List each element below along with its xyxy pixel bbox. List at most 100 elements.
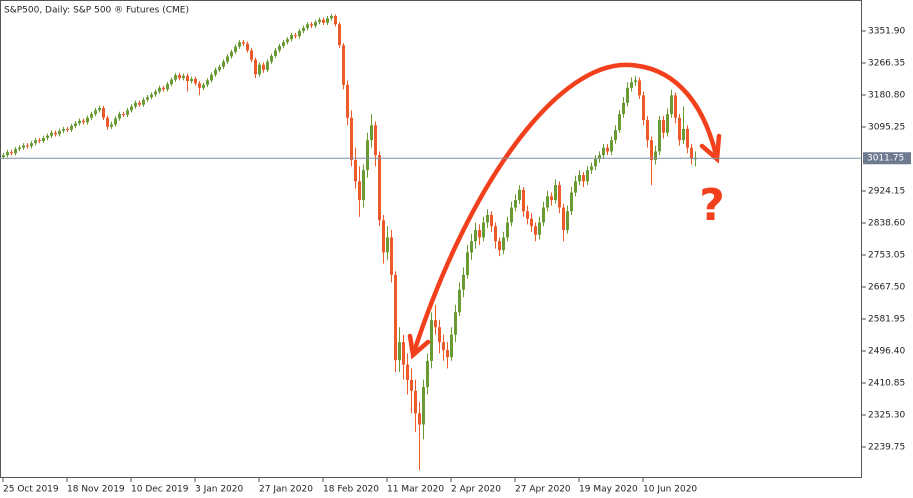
candle-body [634, 80, 637, 83]
y-tick-label: 2496.40 [868, 347, 905, 357]
x-tick-label: 27 Jan 2020 [259, 485, 313, 495]
candle-body [530, 218, 533, 227]
candle-body [122, 114, 125, 116]
candle-body [670, 95, 673, 115]
y-tick-label: 3180.80 [868, 91, 905, 101]
candle-body [514, 200, 517, 208]
candle-body [558, 185, 561, 208]
candle-body [654, 151, 657, 161]
x-tick-label: 10 Dec 2019 [131, 485, 189, 495]
candle-body [366, 140, 369, 171]
chart-title: S&P500, Daily: S&P 500 ® Futures (CME) [4, 6, 189, 16]
candle-body [262, 64, 265, 70]
candle-body [210, 74, 213, 81]
candle-body [502, 237, 505, 251]
candle-body [314, 21, 317, 26]
candle-body [630, 82, 633, 88]
candle-body [58, 130, 61, 135]
candle-body [82, 120, 85, 123]
candle-body [478, 229, 481, 238]
y-tick-label: 2667.50 [868, 283, 905, 293]
candle-body [146, 97, 149, 100]
candle-body [158, 87, 161, 92]
candle-body [690, 147, 693, 159]
candle-body [618, 114, 621, 131]
candle-body [426, 360, 429, 388]
candle-body [570, 192, 573, 212]
candle-body [322, 19, 325, 23]
candle-body [462, 274, 465, 290]
candle-body [402, 342, 405, 365]
candle-body [666, 114, 669, 133]
candle-body [390, 237, 393, 275]
candle-body [450, 334, 453, 358]
candle-body [138, 102, 141, 105]
candle-body [590, 166, 593, 171]
candle-body [78, 120, 81, 124]
candle-body [398, 342, 401, 361]
candle-body [94, 110, 97, 115]
x-tick-label: 2 Apr 2020 [451, 485, 501, 495]
y-tick-label: 2410.85 [868, 379, 905, 389]
candle-body [486, 215, 489, 223]
candle-body [566, 211, 569, 230]
candle-body [602, 147, 605, 156]
candle-body [66, 128, 69, 130]
candle-body [474, 229, 477, 242]
candle-body [338, 24, 341, 46]
candle-body [510, 207, 513, 223]
candle-body [126, 110, 129, 115]
candle-body [382, 220, 385, 253]
candle-body [546, 196, 549, 208]
candle-body [222, 61, 225, 67]
candle-body [406, 364, 409, 380]
y-tick-label: 2753.05 [868, 251, 905, 261]
candle-body [34, 140, 37, 144]
candle-body [270, 56, 273, 62]
candle-body [166, 84, 169, 90]
candle-body [70, 125, 73, 130]
candle-body [110, 124, 113, 127]
candle-body [598, 155, 601, 159]
candle-body [50, 132, 53, 136]
candle-body [102, 108, 105, 118]
candle-body [646, 119, 649, 141]
candle-body [506, 222, 509, 238]
candle-body [346, 84, 349, 118]
x-tick-label: 25 Oct 2019 [3, 485, 59, 495]
x-tick-label: 19 May 2020 [579, 485, 638, 495]
candle-body [258, 64, 261, 75]
candle-body [330, 16, 333, 19]
x-tick-label: 3 Jan 2020 [195, 485, 243, 495]
candle-body [318, 19, 321, 22]
candle-body [214, 69, 217, 75]
candle-body [114, 118, 117, 125]
candle-body [2, 155, 5, 158]
candle-body [626, 87, 629, 103]
candle-body [622, 102, 625, 115]
candle-body [386, 237, 389, 253]
candle-body [542, 207, 545, 223]
candle-body [274, 50, 277, 57]
candle-body [498, 241, 501, 251]
candle-body [470, 241, 473, 253]
y-tick-label: 2924.15 [868, 187, 905, 197]
candle-body [410, 379, 413, 391]
candle-body [54, 132, 57, 135]
candle-body [250, 50, 253, 60]
candle-body [254, 59, 257, 75]
candle-body [610, 140, 613, 152]
candle-body [658, 119, 661, 152]
candle-body [438, 327, 441, 343]
arrow-head-right [699, 133, 722, 164]
candle-body [418, 413, 421, 425]
candle-body [170, 79, 173, 85]
candle-body [282, 42, 285, 46]
candles [2, 13, 697, 471]
x-tick-label: 18 Feb 2020 [323, 485, 379, 495]
candle-body [454, 312, 457, 335]
candle-body [518, 189, 521, 201]
candle-body [326, 18, 329, 23]
candle-body [562, 207, 565, 230]
candle-body [302, 27, 305, 31]
